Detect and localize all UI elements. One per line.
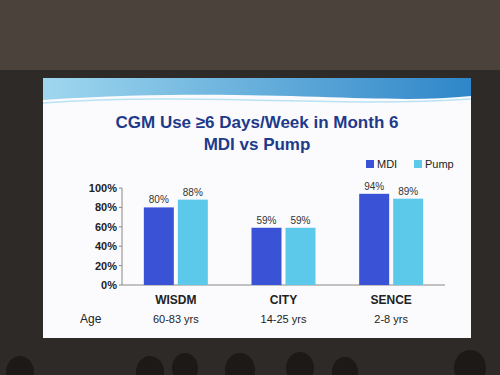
slide [43,78,471,338]
annotation-title: Age [80,312,102,326]
audience-head [225,353,255,375]
x-tick-label: SENCE [370,293,411,307]
legend-label: Pump [425,158,454,170]
legend-swatch [414,160,422,168]
y-tick-label: 20% [95,260,117,272]
bar [359,194,389,285]
data-label: 88% [183,187,203,198]
slide-header-line [43,99,471,103]
y-tick-label: 100% [89,182,117,194]
chart: CGM Use ≥6 Days/Week in Month 6 MDI vs Pu… [0,0,500,375]
audience-head [286,352,314,375]
bar [178,200,208,285]
data-labels: 80% 59% 94% 88% 59% 89% [149,181,418,226]
data-label: 80% [149,194,169,205]
room-background [0,0,500,375]
legend-swatch [366,160,374,168]
x-tick-label: WISDM [155,293,196,307]
y-tick-label: 80% [95,201,117,213]
audience-head [454,350,486,375]
title: CGM Use ≥6 Days/Week in Month 6 [116,113,399,132]
data-label: 59% [290,215,310,226]
ceiling [0,0,500,70]
audience-head [332,357,358,375]
annotation: 60-83 yrs [153,313,199,325]
legend-label: MDI [377,158,397,170]
bars [144,194,423,285]
audience-head [136,356,164,375]
y-tick-label: 60% [95,221,117,233]
x-tick-label: CITY [270,293,297,307]
y-tick-label: 0% [101,279,117,291]
subtitle: MDI vs Pump [204,135,311,154]
legend: MDI Pump [366,158,454,170]
audience-head [6,356,34,375]
y-tick-label: 40% [95,240,117,252]
bar [286,228,316,285]
annotation: 2-8 yrs [374,313,408,325]
data-label: 59% [256,215,276,226]
data-label: 94% [364,181,384,192]
bar [144,207,174,285]
data-label: 89% [398,186,418,197]
y-axis [122,188,123,285]
slide-header-wave [43,78,471,100]
bar [393,199,423,285]
bar [252,228,282,285]
annotation: 14-25 yrs [261,313,307,325]
audience-head [172,353,198,375]
